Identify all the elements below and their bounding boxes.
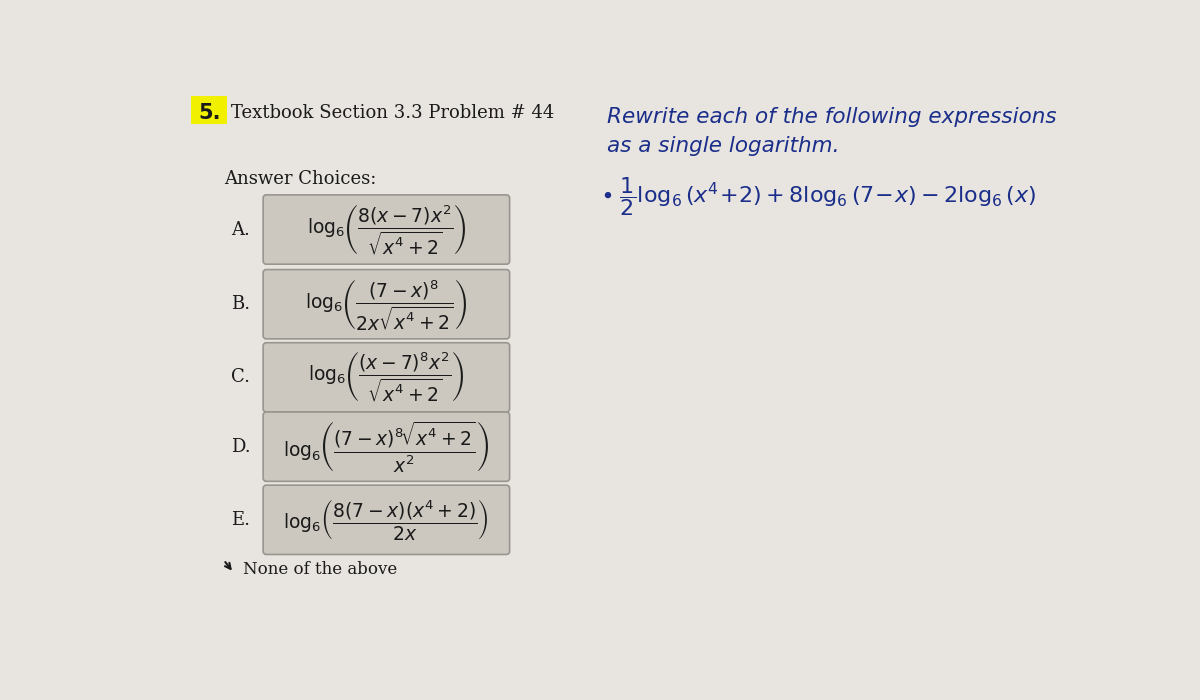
Text: E.: E. xyxy=(232,511,251,528)
Text: Answer Choices:: Answer Choices: xyxy=(223,170,376,188)
Text: $\log_6\!\left(\dfrac{8(x-7)x^2}{\sqrt{x^4+2}}\right)$: $\log_6\!\left(\dfrac{8(x-7)x^2}{\sqrt{x… xyxy=(307,202,466,257)
Text: $\log_6\!\left(\dfrac{(7-x)^8\!\sqrt{x^4+2}}{x^2}\right)$: $\log_6\!\left(\dfrac{(7-x)^8\!\sqrt{x^4… xyxy=(283,419,490,474)
Text: as a single logarithm.: as a single logarithm. xyxy=(607,136,840,156)
Text: $\log_6\!\left(\dfrac{(x-7)^8 x^2}{\sqrt{x^4+2}}\right)$: $\log_6\!\left(\dfrac{(x-7)^8 x^2}{\sqrt… xyxy=(308,350,464,405)
FancyBboxPatch shape xyxy=(263,270,510,339)
Text: Rewrite each of the following expressions: Rewrite each of the following expression… xyxy=(607,107,1057,127)
Text: $\log_6\!\left(\dfrac{8(7-x)(x^4+2)}{2x}\right)$: $\log_6\!\left(\dfrac{8(7-x)(x^4+2)}{2x}… xyxy=(283,497,490,542)
FancyBboxPatch shape xyxy=(263,195,510,264)
Text: A.: A. xyxy=(232,220,251,239)
Text: D.: D. xyxy=(232,438,251,456)
Text: 5.: 5. xyxy=(198,104,221,123)
FancyBboxPatch shape xyxy=(263,412,510,482)
Text: B.: B. xyxy=(232,295,251,313)
FancyBboxPatch shape xyxy=(191,97,227,124)
Text: Textbook Section 3.3 Problem # 44: Textbook Section 3.3 Problem # 44 xyxy=(232,104,554,122)
FancyBboxPatch shape xyxy=(263,343,510,412)
Text: None of the above: None of the above xyxy=(242,561,397,578)
Text: $\log_6\!\left(\dfrac{(7-x)^8}{2x\sqrt{x^4+2}}\right)$: $\log_6\!\left(\dfrac{(7-x)^8}{2x\sqrt{x… xyxy=(305,276,468,332)
FancyBboxPatch shape xyxy=(263,485,510,554)
Text: C.: C. xyxy=(232,368,251,386)
Text: $\bullet\;\dfrac{1}{2}\log_6(x^4\!+\!2)+8\log_6(7\!-\!x)-2\log_6(x)$: $\bullet\;\dfrac{1}{2}\log_6(x^4\!+\!2)+… xyxy=(600,175,1036,218)
